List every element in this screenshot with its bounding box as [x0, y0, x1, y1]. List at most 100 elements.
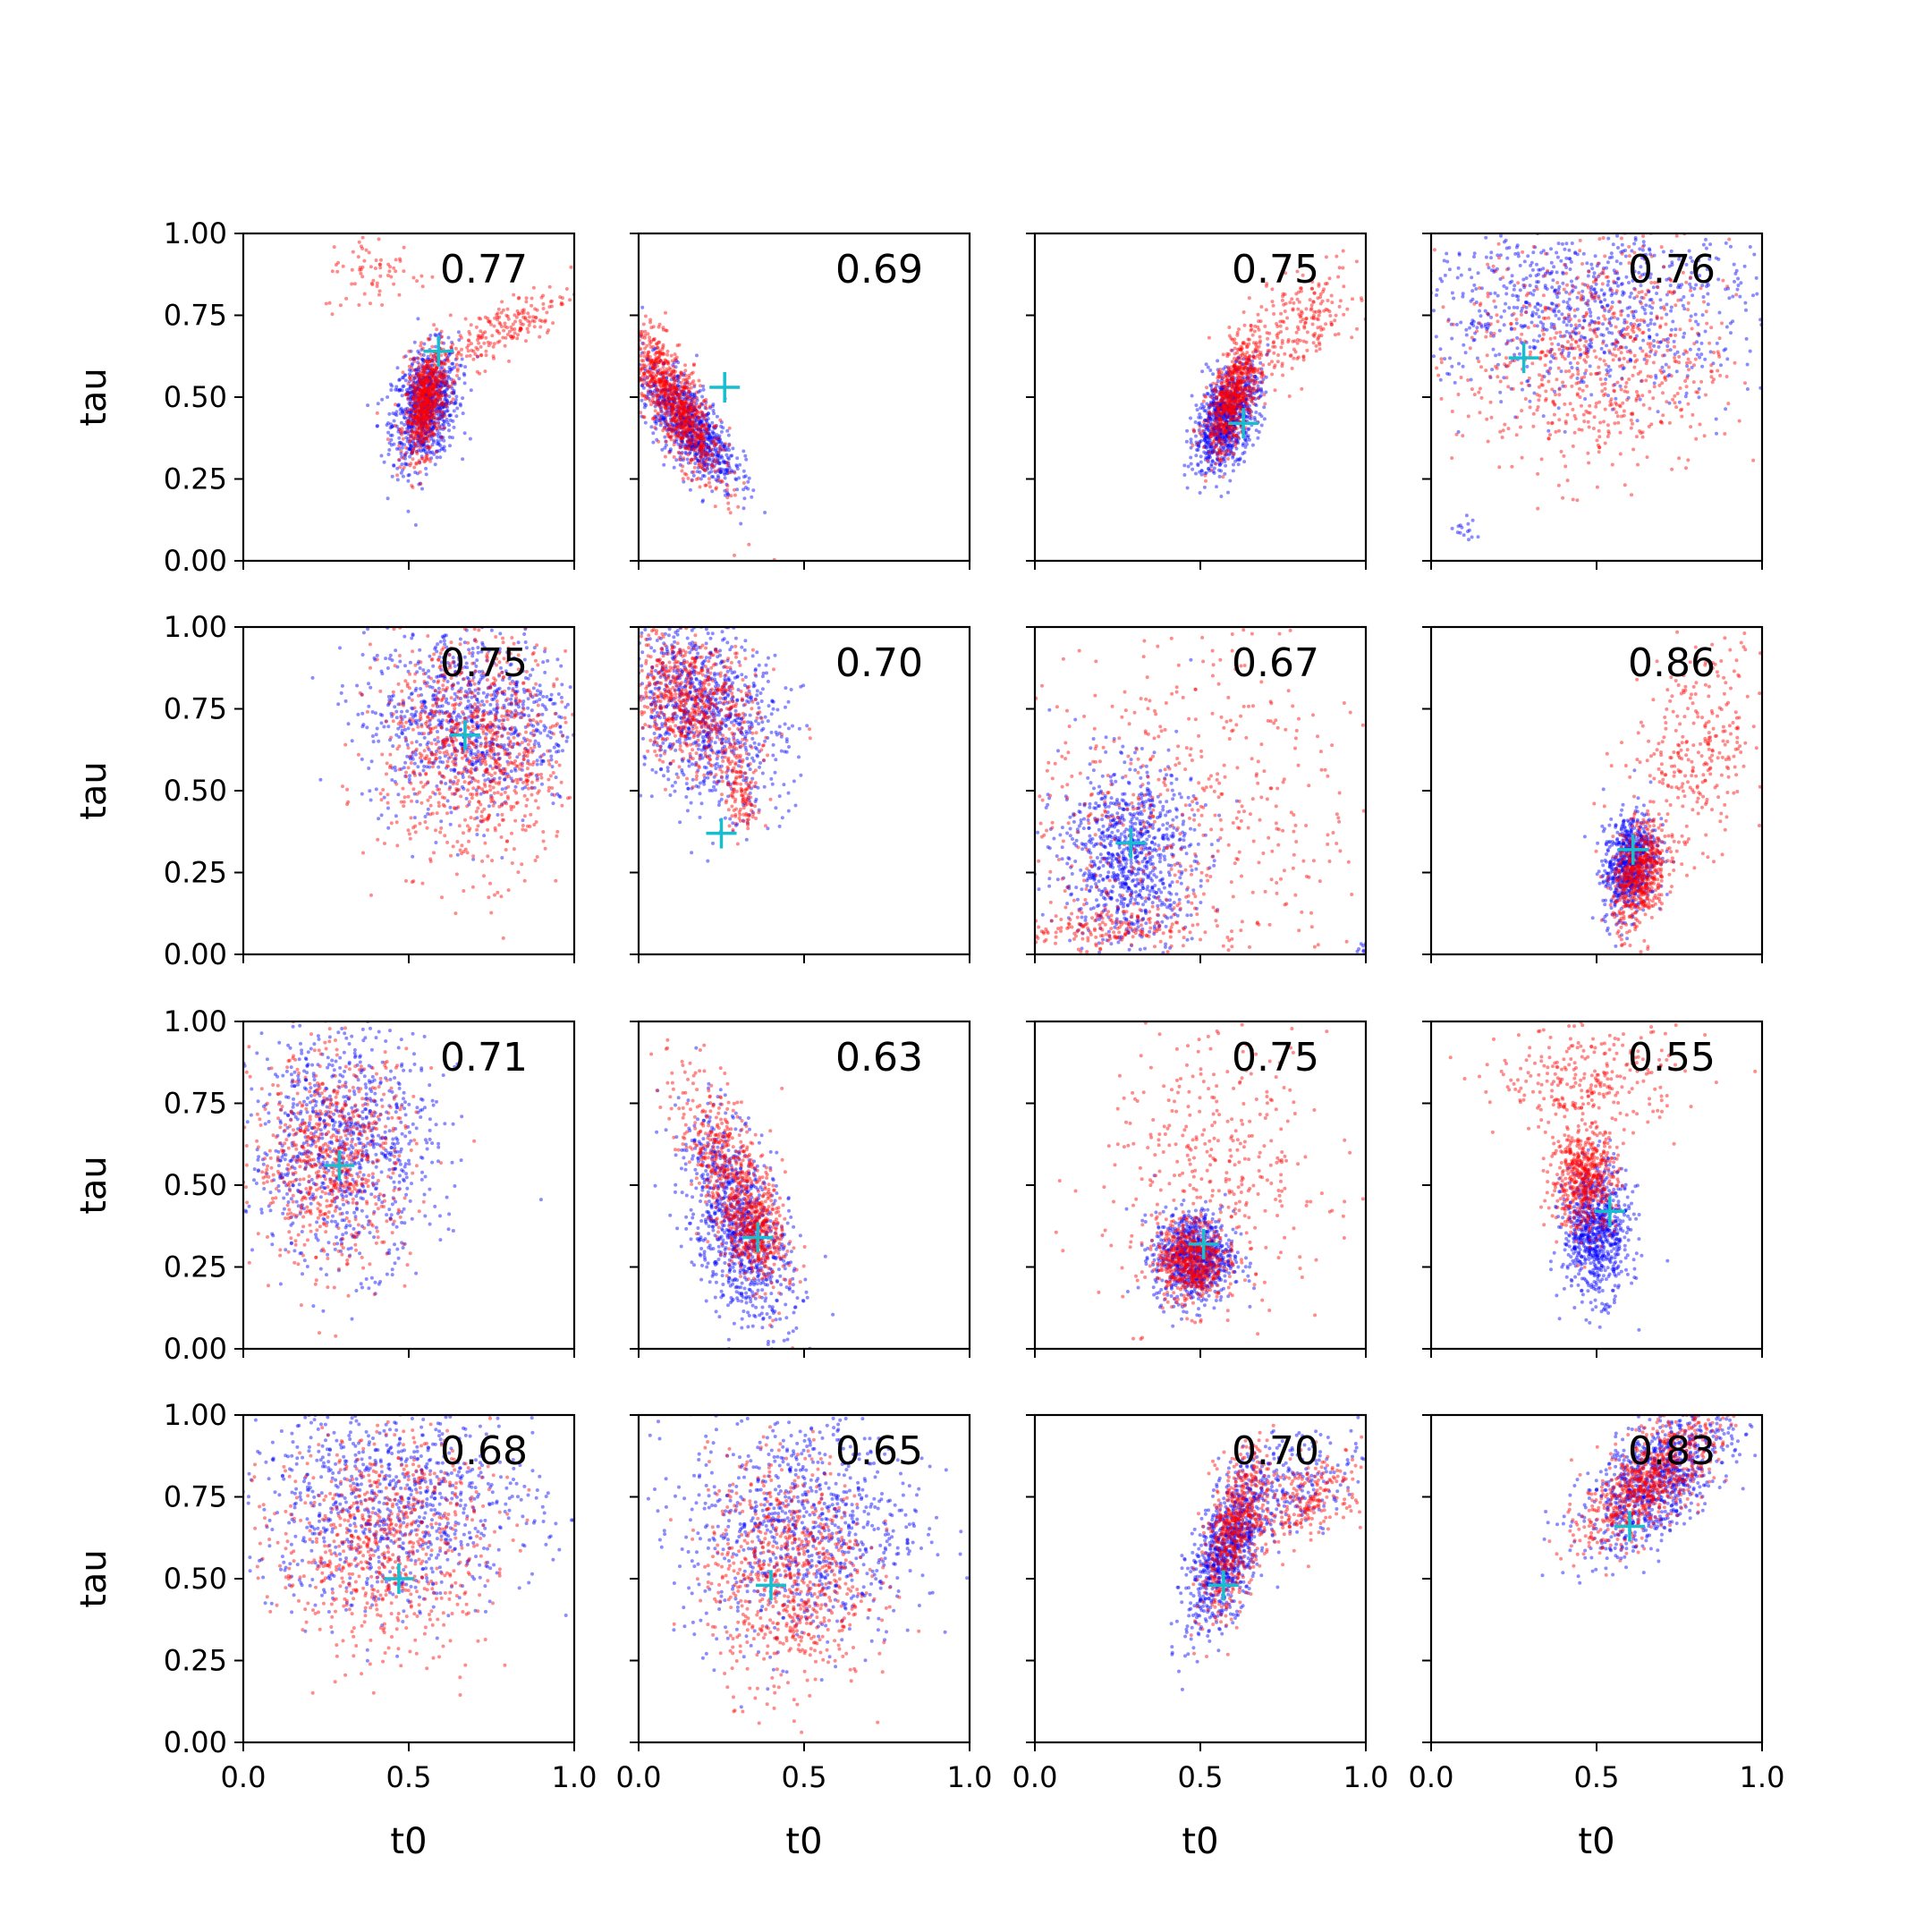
data-point [1208, 453, 1211, 458]
data-point [432, 413, 436, 417]
data-point [449, 413, 453, 418]
data-point [419, 406, 424, 411]
data-point [421, 441, 426, 445]
data-point [430, 400, 435, 404]
data-point [408, 447, 412, 452]
data-point [440, 423, 445, 428]
data-point [451, 380, 454, 385]
data-point [421, 390, 425, 394]
data-point [1203, 473, 1208, 478]
data-point [416, 415, 420, 419]
data-point [723, 460, 727, 464]
data-point [415, 414, 419, 419]
data-point [411, 448, 416, 453]
data-point [720, 455, 724, 460]
data-point [447, 394, 452, 399]
data-point [716, 468, 720, 472]
data-point [429, 402, 434, 407]
data-point [426, 422, 430, 427]
data-point [663, 445, 667, 450]
data-point [476, 354, 479, 359]
data-point [418, 388, 422, 393]
data-point [356, 255, 360, 259]
data-point [496, 311, 500, 316]
data-point [427, 406, 431, 411]
data-point [697, 447, 701, 452]
data-point [396, 429, 401, 434]
data-point [444, 402, 448, 406]
data-point [452, 402, 456, 406]
data-point [450, 391, 454, 395]
data-point [403, 462, 408, 467]
data-point [428, 360, 433, 363]
data-point [437, 375, 442, 379]
data-point [419, 442, 423, 446]
data-point [441, 376, 445, 380]
data-point [1247, 397, 1250, 402]
data-point [414, 386, 419, 391]
data-point [438, 380, 443, 385]
data-point [415, 409, 419, 413]
data-point [501, 335, 505, 340]
data-point [436, 385, 440, 389]
data-point [533, 307, 538, 311]
data-point [420, 408, 425, 412]
data-point [386, 437, 390, 442]
data-point [677, 422, 682, 427]
data-point [405, 392, 410, 396]
data-point [665, 386, 669, 390]
data-point [446, 353, 451, 358]
data-point [445, 402, 449, 406]
data-point [673, 352, 677, 357]
data-point [428, 451, 433, 455]
data-point [1228, 440, 1233, 445]
data-point [445, 358, 449, 362]
data-point [479, 352, 483, 357]
data-point [712, 460, 716, 463]
data-point [696, 434, 700, 438]
data-point [681, 430, 685, 435]
data-point [495, 312, 499, 317]
data-point [394, 410, 399, 414]
data-point [422, 445, 427, 449]
data-point [477, 316, 481, 320]
data-point [705, 458, 709, 462]
data-point [430, 394, 435, 399]
data-point [1211, 372, 1216, 377]
data-point [415, 405, 419, 410]
data-point [417, 482, 421, 487]
data-point [465, 345, 470, 350]
data-point [686, 476, 691, 480]
data-point [727, 470, 732, 475]
data-point [423, 369, 428, 373]
data-point [428, 358, 432, 362]
data-point [414, 381, 419, 386]
data-point [672, 395, 676, 400]
data-point [445, 386, 450, 391]
data-point [674, 359, 679, 363]
data-point [415, 406, 419, 411]
data-point [428, 406, 433, 411]
data-point [685, 408, 690, 412]
data-point [1241, 394, 1245, 399]
data-point [451, 419, 455, 423]
data-point [411, 357, 416, 361]
data-point [422, 381, 427, 386]
data-point [468, 436, 472, 441]
data-point [428, 377, 432, 381]
data-point [432, 323, 436, 327]
data-point [411, 441, 416, 445]
data-point [439, 435, 444, 439]
data-point [497, 331, 502, 335]
data-point [688, 444, 692, 448]
data-point [437, 431, 442, 436]
data-point [419, 382, 424, 386]
data-point [421, 388, 426, 393]
data-point [420, 284, 425, 289]
data-point [451, 342, 455, 346]
data-point [433, 369, 437, 372]
data-point [403, 407, 408, 411]
data-point [407, 376, 411, 380]
data-point [423, 421, 428, 426]
data-point [1217, 458, 1222, 462]
